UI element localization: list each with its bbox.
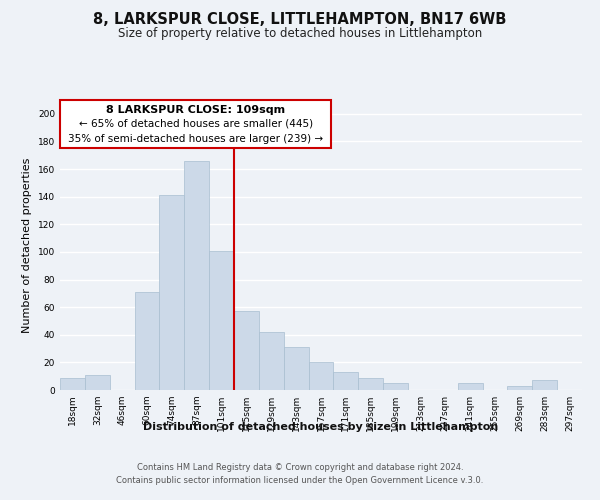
Text: Contains public sector information licensed under the Open Government Licence v.: Contains public sector information licen… [116, 476, 484, 485]
Y-axis label: Number of detached properties: Number of detached properties [22, 158, 32, 332]
Bar [234, 312, 259, 390]
Bar [532, 380, 557, 390]
Bar [160, 196, 184, 390]
Text: Distribution of detached houses by size in Littlehampton: Distribution of detached houses by size … [143, 422, 499, 432]
Text: Contains HM Land Registry data © Crown copyright and database right 2024.: Contains HM Land Registry data © Crown c… [137, 464, 463, 472]
Bar [383, 383, 408, 390]
Bar [60, 378, 85, 390]
FancyBboxPatch shape [60, 100, 331, 148]
Bar [358, 378, 383, 390]
Bar [458, 383, 482, 390]
Text: ← 65% of detached houses are smaller (445): ← 65% of detached houses are smaller (44… [79, 119, 313, 129]
Bar [284, 347, 308, 390]
Bar [308, 362, 334, 390]
Bar [334, 372, 358, 390]
Text: Size of property relative to detached houses in Littlehampton: Size of property relative to detached ho… [118, 28, 482, 40]
Bar [134, 292, 160, 390]
Text: 8 LARKSPUR CLOSE: 109sqm: 8 LARKSPUR CLOSE: 109sqm [106, 104, 285, 115]
Bar [209, 250, 234, 390]
Text: 35% of semi-detached houses are larger (239) →: 35% of semi-detached houses are larger (… [68, 134, 323, 144]
Bar [85, 375, 110, 390]
Bar [508, 386, 532, 390]
Text: 8, LARKSPUR CLOSE, LITTLEHAMPTON, BN17 6WB: 8, LARKSPUR CLOSE, LITTLEHAMPTON, BN17 6… [94, 12, 506, 28]
Bar [184, 161, 209, 390]
Bar [259, 332, 284, 390]
